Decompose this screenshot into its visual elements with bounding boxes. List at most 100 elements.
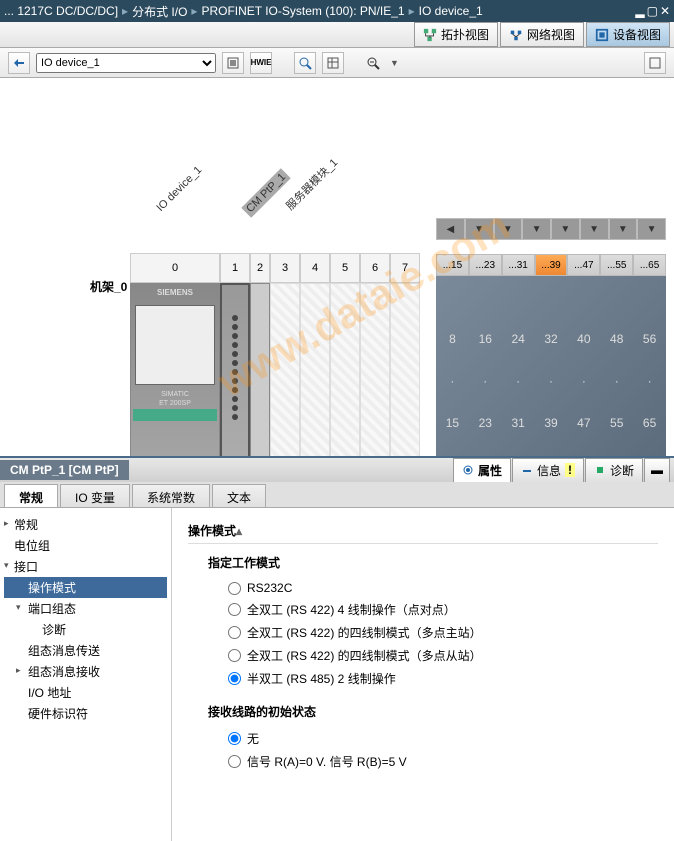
radio-rs485[interactable]: 半双工 (RS 485) 2 线制操作	[208, 670, 658, 687]
exp-num: 48	[600, 318, 633, 360]
expansion-body: 8 16 24 32 40 48 56 ······· 15 23 31 39 …	[436, 276, 666, 456]
exp-slot: ...55	[600, 254, 633, 276]
slot-empty[interactable]	[390, 283, 420, 456]
device-canvas[interactable]: IO device_1 CM PtP_1 服务器模块_1 机架_0 0 1 2 …	[0, 78, 674, 456]
tree-potential[interactable]: 电位组	[4, 535, 167, 556]
info-icon	[521, 464, 533, 476]
tab-device[interactable]: 设备视图	[586, 22, 670, 47]
device-select[interactable]: IO device_1	[36, 53, 216, 73]
exp-num: 24	[502, 318, 535, 360]
expand-button[interactable]	[644, 52, 666, 74]
collapse-button[interactable]: ▬	[644, 458, 670, 483]
vendor-label: SIEMENS	[131, 284, 219, 301]
zoom-fit-button[interactable]	[294, 52, 316, 74]
slot-empty[interactable]	[360, 283, 390, 456]
close-icon[interactable]: ✕	[660, 4, 670, 18]
radio-rs422-p2p[interactable]: 全双工 (RS 422) 4 线制操作（点对点）	[208, 601, 658, 618]
tree-ioaddr[interactable]: I/O 地址	[4, 682, 167, 703]
properties-panel: CM PtP_1 [CM PtP] 属性 信息! 诊断 ▬ 常规 IO 变量 系…	[0, 456, 674, 841]
dropdown-icon[interactable]: ▼	[609, 218, 638, 240]
show-module-button[interactable]	[222, 52, 244, 74]
slot-header: 5	[330, 253, 360, 283]
crumb-1[interactable]: 分布式 I/O	[132, 3, 187, 20]
nav-button[interactable]	[8, 52, 30, 74]
window-buttons: ▂ ▢ ✕	[635, 4, 670, 18]
tree-diag[interactable]: 诊断	[4, 619, 167, 640]
tree-msgtx[interactable]: 组态消息传送	[4, 640, 167, 661]
tab-properties[interactable]: 属性	[453, 458, 511, 483]
tab-network[interactable]: 网络视图	[500, 22, 584, 47]
tab-diagnostics[interactable]: 诊断	[585, 458, 643, 483]
properties-form: 操作模式▴ 指定工作模式 RS232C 全双工 (RS 422) 4 线制操作（…	[172, 508, 674, 841]
module-interface[interactable]: SIEMENS SIMATIC ET 200SP	[130, 283, 220, 456]
dropdown-icon[interactable]: ▼	[465, 218, 494, 240]
properties-header: CM PtP_1 [CM PtP] 属性 信息! 诊断 ▬	[0, 458, 674, 482]
group-workmode-title: 指定工作模式	[208, 554, 658, 571]
dropdown-icon[interactable]: ▼	[580, 218, 609, 240]
zoom-dropdown-icon[interactable]: ▼	[390, 58, 399, 68]
dropdown-icon[interactable]: ▼	[637, 218, 666, 240]
view-tabs: 拓扑视图 网络视图 设备视图	[0, 22, 674, 48]
tab-iovar[interactable]: IO 变量	[60, 484, 130, 507]
dropdown-icon[interactable]: ▼	[494, 218, 523, 240]
radio-rs422-slave[interactable]: 全双工 (RS 422) 的四线制模式（多点从站）	[208, 647, 658, 664]
radio-rs232c[interactable]: RS232C	[208, 581, 658, 595]
exp-slot: ...65	[633, 254, 666, 276]
properties-icon	[462, 464, 474, 476]
tree-msgrx[interactable]: ▸组态消息接收	[4, 661, 167, 682]
maximize-icon[interactable]: ▢	[647, 4, 658, 18]
exp-num: 8	[436, 318, 469, 360]
tab-general[interactable]: 常规	[4, 484, 58, 507]
exp-num: 56	[633, 318, 666, 360]
tree-general[interactable]: ▸常规	[4, 514, 167, 535]
catalog-icon: HWIE	[251, 58, 272, 67]
exp-num: 32	[535, 318, 568, 360]
crumb-0[interactable]: ... 1217C DC/DC/DC]	[4, 4, 118, 18]
minimize-icon[interactable]: ▂	[635, 4, 644, 18]
tab-text[interactable]: 文本	[212, 484, 266, 507]
tree-opmode[interactable]: 操作模式	[4, 577, 167, 598]
radio-signal[interactable]: 信号 R(A)=0 V. 信号 R(B)=5 V	[208, 753, 658, 770]
tab-info[interactable]: 信息!	[512, 458, 584, 483]
rack-label: 机架_0	[90, 278, 127, 295]
tree-interface[interactable]: ▾接口	[4, 556, 167, 577]
radio-none[interactable]: 无	[208, 730, 658, 747]
zoom-out-button[interactable]	[362, 52, 384, 74]
dropdown-icon[interactable]: ▼	[522, 218, 551, 240]
slot-header: 4	[300, 253, 330, 283]
scroll-up-icon[interactable]: ▴	[236, 524, 242, 538]
slot-header: 6	[360, 253, 390, 283]
title-bar: ... 1217C DC/DC/DC] ▸ 分布式 I/O ▸ PROFINET…	[0, 0, 674, 22]
properties-title: CM PtP_1 [CM PtP]	[0, 460, 129, 480]
exp-num: 65	[633, 402, 666, 444]
exp-num: 16	[469, 318, 502, 360]
properties-body: ▸常规 电位组 ▾接口 操作模式 ▾端口组态 诊断 组态消息传送 ▸组态消息接收…	[0, 508, 674, 841]
slot-empty[interactable]	[270, 283, 300, 456]
zoomout-icon	[366, 56, 380, 70]
tab-topology[interactable]: 拓扑视图	[414, 22, 498, 47]
tree-portcfg[interactable]: ▾端口组态	[4, 598, 167, 619]
show-address-button[interactable]	[322, 52, 344, 74]
slot-empty[interactable]	[300, 283, 330, 456]
dropdown-icon[interactable]: ▼	[551, 218, 580, 240]
tree-hwid[interactable]: 硬件标识符	[4, 703, 167, 724]
crumb-3[interactable]: IO device_1	[419, 4, 483, 18]
radio-rs422-master[interactable]: 全双工 (RS 422) 的四线制模式（多点主站）	[208, 624, 658, 641]
slot-header: 2	[250, 253, 270, 283]
exp-num: 23	[469, 402, 502, 444]
tab-network-label: 网络视图	[527, 26, 575, 43]
scroll-left-icon[interactable]: ◀	[436, 218, 465, 240]
tab-sysconst[interactable]: 系统常数	[132, 484, 210, 507]
module-cm-ptp[interactable]	[220, 283, 250, 456]
rack: SIEMENS SIMATIC ET 200SP	[130, 283, 420, 456]
slot-header: 3	[270, 253, 300, 283]
diag-icon	[594, 464, 606, 476]
catalog-button[interactable]: HWIE	[250, 52, 272, 74]
crumb-2[interactable]: PROFINET IO-System (100): PN/IE_1	[201, 4, 404, 18]
slot-empty[interactable]	[330, 283, 360, 456]
module-server[interactable]	[250, 283, 270, 456]
tab-info-label: 信息	[537, 462, 561, 479]
section-title: 操作模式▴	[188, 518, 658, 544]
exp-num: 39	[535, 402, 568, 444]
exp-slot: ...15	[436, 254, 469, 276]
